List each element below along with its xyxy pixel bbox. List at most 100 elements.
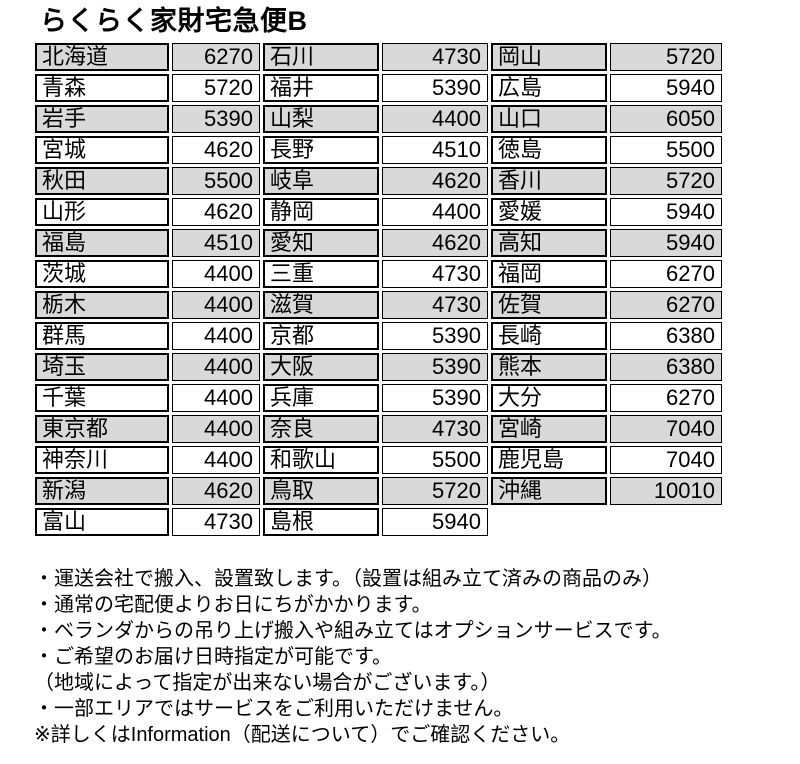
- note-line: ・一部エリアではサービスをご利用いただけません。: [34, 698, 514, 720]
- prefecture-cell: 長野: [263, 136, 379, 164]
- prefecture-cell: 和歌山: [263, 446, 379, 474]
- prefecture-cell: 大阪: [263, 353, 379, 381]
- price-cell: 4620: [382, 167, 488, 195]
- price-cell: 4400: [172, 260, 260, 288]
- prefecture-cell: 京都: [263, 322, 379, 350]
- prefecture-cell: 北海道: [35, 43, 169, 71]
- prefecture-cell: 福井: [263, 74, 379, 102]
- prefecture-cell: 宮城: [35, 136, 169, 164]
- price-cell: 6050: [610, 105, 722, 133]
- price-cell: 5390: [382, 74, 488, 102]
- table-row: 神奈川 4400 和歌山 5500 鹿児島 7040: [35, 446, 722, 474]
- prefecture-cell: 香川: [491, 167, 607, 195]
- page-title: らくらく家財宅急便B: [40, 6, 308, 36]
- price-cell: 4400: [172, 384, 260, 412]
- page: らくらく家財宅急便B 北海道 6270 石川 4730 岡山 5720 青森 5720 福井 53…: [32, 6, 725, 746]
- price-cell: 6270: [610, 291, 722, 319]
- table-row: 群馬 4400 京都 5390 長崎 6380: [35, 322, 722, 350]
- prefecture-cell: 福島: [35, 229, 169, 257]
- table-row: 東京都 4400 奈良 4730 宮崎 7040: [35, 415, 722, 443]
- price-cell: 4620: [172, 477, 260, 505]
- price-cell: 4510: [382, 136, 488, 164]
- note-line: ・ご希望のお届け日時指定が可能です。: [34, 646, 392, 668]
- price-cell: 4730: [172, 508, 260, 536]
- price-cell: 4400: [172, 353, 260, 381]
- prefecture-cell: 神奈川: [35, 446, 169, 474]
- table-row: 新潟 4620 鳥取 5720 沖縄 10010: [35, 477, 722, 505]
- table-row: 秋田 5500 岐阜 4620 香川 5720: [35, 167, 722, 195]
- prefecture-cell: 鹿児島: [491, 446, 607, 474]
- price-cell: 7040: [610, 446, 722, 474]
- price-cell: 5390: [382, 384, 488, 412]
- price-cell: 5720: [610, 43, 722, 71]
- prefecture-cell: 愛媛: [491, 198, 607, 226]
- price-cell: 5390: [172, 105, 260, 133]
- prefecture-cell: 静岡: [263, 198, 379, 226]
- prefecture-cell: 沖縄: [491, 477, 607, 505]
- prefecture-cell: 群馬: [35, 322, 169, 350]
- table-row: 茨城 4400 三重 4730 福岡 6270: [35, 260, 722, 288]
- price-cell: 5390: [382, 322, 488, 350]
- note-line: ・通常の宅配便よりお日にちがかかります。: [34, 594, 432, 616]
- prefecture-cell: 石川: [263, 43, 379, 71]
- price-cell: 5720: [172, 74, 260, 102]
- prefecture-cell: 熊本: [491, 353, 607, 381]
- prefecture-cell: 千葉: [35, 384, 169, 412]
- prefecture-cell: 三重: [263, 260, 379, 288]
- prefecture-cell: 徳島: [491, 136, 607, 164]
- price-cell: 4400: [172, 291, 260, 319]
- table-row: 福島 4510 愛知 4620 高知 5940: [35, 229, 722, 257]
- price-cell: 5940: [382, 508, 488, 536]
- prefecture-cell: 埼玉: [35, 353, 169, 381]
- price-cell: 4400: [172, 322, 260, 350]
- price-cell: 5390: [382, 353, 488, 381]
- price-cell: 4730: [382, 260, 488, 288]
- price-cell: 5500: [610, 136, 722, 164]
- prefecture-cell: 島根: [263, 508, 379, 536]
- price-cell: 6270: [610, 260, 722, 288]
- table-row: 北海道 6270 石川 4730 岡山 5720: [35, 43, 722, 71]
- prefecture-cell: 岩手: [35, 105, 169, 133]
- prefecture-cell: 東京都: [35, 415, 169, 443]
- prefecture-cell: 兵庫: [263, 384, 379, 412]
- price-cell: 6380: [610, 353, 722, 381]
- price-cell: 6380: [610, 322, 722, 350]
- prefecture-cell: 富山: [35, 508, 169, 536]
- table-row: 栃木 4400 滋賀 4730 佐賀 6270: [35, 291, 722, 319]
- price-cell: 4620: [382, 229, 488, 257]
- prefecture-cell: 長崎: [491, 322, 607, 350]
- prefecture-cell: 栃木: [35, 291, 169, 319]
- prefecture-cell: 青森: [35, 74, 169, 102]
- note-line: ・運送会社で搬入、設置致します。（設置は組み立て済みの商品のみ）: [34, 568, 662, 590]
- price-cell: 5940: [610, 229, 722, 257]
- note-line: ・ベランダからの吊り上げ搬入や組み立てはオプションサービスです。: [34, 620, 672, 642]
- price-cell: 4730: [382, 291, 488, 319]
- prefecture-cell: 大分: [491, 384, 607, 412]
- price-cell: 6270: [610, 384, 722, 412]
- prefecture-cell: 佐賀: [491, 291, 607, 319]
- prefecture-cell: 広島: [491, 74, 607, 102]
- prefecture-cell: 愛知: [263, 229, 379, 257]
- prefecture-cell: 宮崎: [491, 415, 607, 443]
- prefecture-cell: 鳥取: [263, 477, 379, 505]
- prefecture-cell: 山口: [491, 105, 607, 133]
- prefecture-cell: 滋賀: [263, 291, 379, 319]
- table-row: 埼玉 4400 大阪 5390 熊本 6380: [35, 353, 722, 381]
- prefecture-cell: 岐阜: [263, 167, 379, 195]
- price-cell: 4510: [172, 229, 260, 257]
- empty-cell: [491, 508, 607, 536]
- prefecture-cell: 新潟: [35, 477, 169, 505]
- prefecture-cell: 秋田: [35, 167, 169, 195]
- price-cell: 6270: [172, 43, 260, 71]
- prefecture-cell: 福岡: [491, 260, 607, 288]
- shipping-rate-table: 北海道 6270 石川 4730 岡山 5720 青森 5720 福井 5390 広島 5940 岩手 5…: [32, 40, 725, 539]
- price-cell: 10010: [610, 477, 722, 505]
- prefecture-cell: 高知: [491, 229, 607, 257]
- table-row: 宮城 4620 長野 4510 徳島 5500: [35, 136, 722, 164]
- price-cell: 5500: [382, 446, 488, 474]
- table-row: 岩手 5390 山梨 4400 山口 6050: [35, 105, 722, 133]
- price-cell: 4730: [382, 415, 488, 443]
- price-cell: 7040: [610, 415, 722, 443]
- price-cell: 4620: [172, 198, 260, 226]
- table-row: 山形 4620 静岡 4400 愛媛 5940: [35, 198, 722, 226]
